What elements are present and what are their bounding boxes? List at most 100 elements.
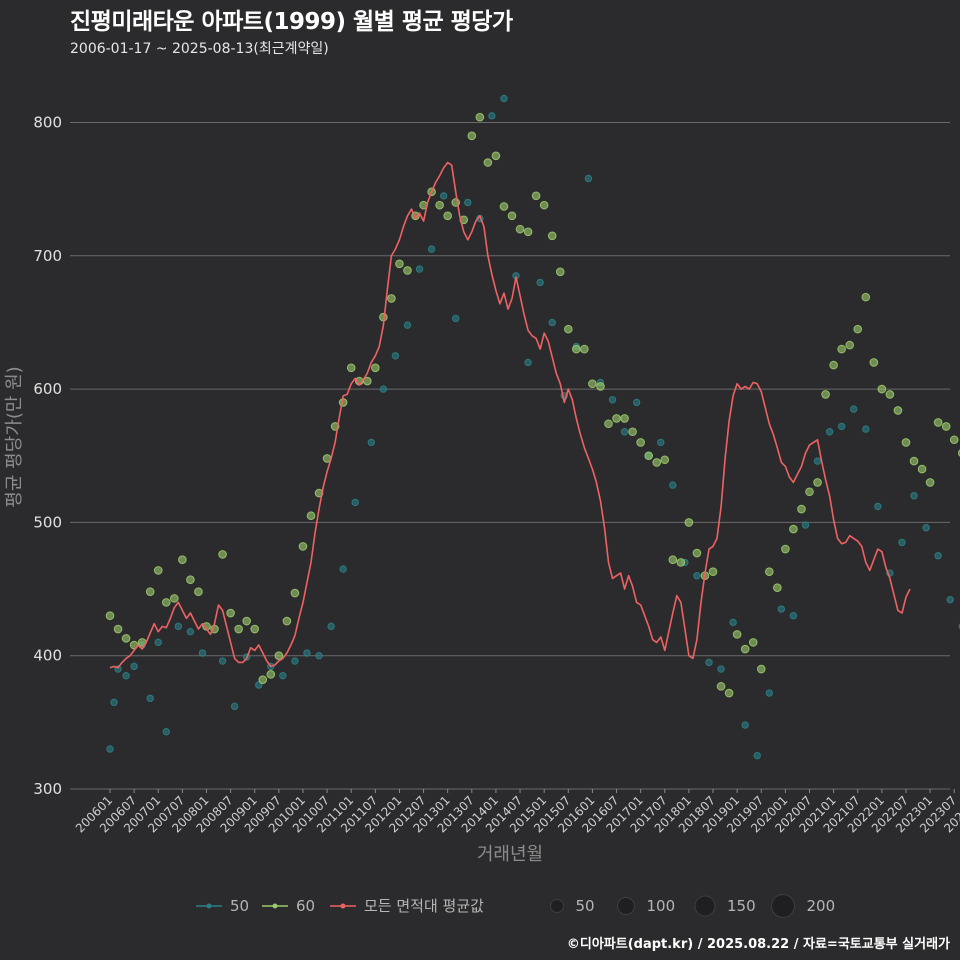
scatter-points <box>105 94 960 760</box>
point-50-42 <box>584 174 593 183</box>
point-60-59 <box>580 344 589 354</box>
point-50-55 <box>741 721 749 729</box>
point-50-48 <box>657 438 665 447</box>
point-50-0 <box>106 745 114 753</box>
point-60-18 <box>250 624 260 634</box>
point-60-14 <box>218 550 227 559</box>
point-50-37 <box>524 358 532 367</box>
point-60-54 <box>539 200 549 210</box>
point-60-66 <box>636 438 645 447</box>
point-50-70 <box>922 524 930 532</box>
point-60-91 <box>837 344 846 354</box>
point-50-11 <box>198 649 207 657</box>
point-60-10 <box>186 575 195 585</box>
point-50-51 <box>693 572 701 580</box>
point-60-53 <box>531 191 541 201</box>
legend-label-1: 60 <box>296 897 315 915</box>
point-60-55 <box>547 231 557 241</box>
point-50-65 <box>862 425 870 433</box>
point-50-57 <box>765 689 773 697</box>
point-50-52 <box>705 658 713 667</box>
point-60-104 <box>941 422 951 431</box>
point-60-78 <box>732 630 742 639</box>
point-50-63 <box>837 422 846 431</box>
point-60-69 <box>660 455 670 465</box>
x-axis-ticks: 2006012006072007012007072008012008072009… <box>73 789 960 836</box>
point-60-94 <box>861 292 871 302</box>
point-50-22 <box>339 565 347 573</box>
point-50-25 <box>379 385 388 393</box>
legend-size-label-150: 150 <box>727 897 756 915</box>
point-60-61 <box>596 382 605 391</box>
point-60-65 <box>628 427 637 437</box>
x-axis-label: 거래년월 <box>477 844 543 865</box>
point-50-54 <box>729 618 737 627</box>
point-50-4 <box>130 662 138 671</box>
point-60-84 <box>781 544 790 554</box>
point-60-7 <box>161 598 171 607</box>
point-60-46 <box>475 112 485 122</box>
point-60-60 <box>588 379 597 389</box>
point-50-31 <box>452 314 460 323</box>
y-tick-700: 700 <box>33 247 62 265</box>
point-50-17 <box>279 671 287 680</box>
point-60-97 <box>885 390 895 399</box>
point-60-99 <box>901 438 911 447</box>
point-60-64 <box>620 414 629 423</box>
point-50-8 <box>162 727 170 736</box>
point-50-27 <box>403 321 412 329</box>
point-60-0 <box>105 611 115 621</box>
point-50-23 <box>351 498 359 507</box>
point-50-1 <box>110 698 118 707</box>
point-60-50 <box>507 211 517 221</box>
legend: 50 60 모든 면적대 평균값 50 100 150 200 <box>196 894 835 918</box>
point-60-95 <box>869 358 879 367</box>
grid-lines <box>70 122 950 790</box>
point-50-66 <box>874 502 882 511</box>
legend-label-2: 모든 면적대 평균값 <box>364 897 484 915</box>
point-60-21 <box>274 651 284 661</box>
point-60-32 <box>362 376 372 386</box>
point-60-102 <box>925 478 935 487</box>
point-60-82 <box>764 567 774 577</box>
point-60-6 <box>153 566 163 575</box>
point-50-39 <box>548 318 556 327</box>
point-60-17 <box>242 616 251 626</box>
point-50-72 <box>946 596 954 604</box>
point-50-64 <box>850 405 858 413</box>
legend-size-label-100: 100 <box>647 897 676 915</box>
point-60-86 <box>797 504 806 514</box>
point-50-35 <box>500 94 508 103</box>
point-60-101 <box>917 464 927 474</box>
point-60-96 <box>877 384 887 394</box>
average-line <box>109 161 911 669</box>
point-50-59 <box>789 612 798 620</box>
point-60-15 <box>226 608 235 618</box>
point-60-87 <box>805 487 814 497</box>
point-50-12 <box>218 657 227 665</box>
point-50-58 <box>777 605 786 613</box>
point-50-61 <box>813 457 822 465</box>
point-50-62 <box>825 428 834 436</box>
point-50-29 <box>427 245 436 253</box>
point-50-3 <box>122 671 130 680</box>
legend-size-label-50: 50 <box>576 897 595 915</box>
source-caption: ©디아파트(dapt.kr) / 2025.08.22 / 자료=국토교통부 실… <box>566 937 950 952</box>
point-60-41 <box>435 200 444 210</box>
point-60-22 <box>282 616 292 626</box>
point-60-51 <box>515 224 525 234</box>
average-series-line <box>109 161 911 669</box>
point-50-56 <box>753 751 761 760</box>
point-50-13 <box>230 702 239 711</box>
legend-size-circle-100 <box>617 897 635 915</box>
point-50-71 <box>934 552 942 560</box>
point-60-62 <box>604 419 613 429</box>
point-60-92 <box>845 340 854 350</box>
point-60-88 <box>813 478 822 487</box>
point-60-35 <box>387 294 396 303</box>
point-50-6 <box>146 694 154 703</box>
point-50-30 <box>439 192 448 200</box>
point-60-89 <box>821 390 830 399</box>
point-50-7 <box>154 638 162 647</box>
